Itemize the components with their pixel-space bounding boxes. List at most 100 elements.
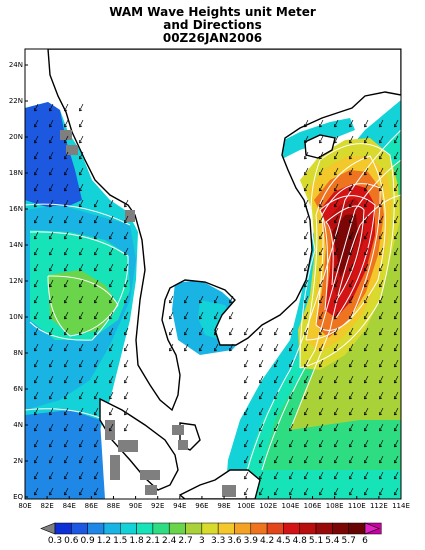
colorbar-label: 6 bbox=[362, 536, 368, 546]
direction-arrow-head bbox=[94, 444, 98, 448]
wave-field-west bbox=[25, 102, 138, 499]
direction-arrow-head bbox=[379, 364, 383, 368]
lon-tick-label: 102E bbox=[259, 502, 277, 510]
direction-arrow-head bbox=[124, 348, 128, 352]
direction-arrow bbox=[34, 103, 39, 112]
direction-arrow-head bbox=[109, 284, 113, 288]
colorbar bbox=[40, 522, 382, 535]
direction-arrow-head bbox=[79, 460, 83, 464]
direction-arrow-head bbox=[379, 348, 383, 352]
title-line-3: 00Z26JAN2006 bbox=[162, 31, 263, 45]
direction-arrow bbox=[304, 455, 309, 464]
lat-tick-label: 20N bbox=[9, 133, 23, 141]
direction-arrow-head bbox=[64, 268, 68, 272]
direction-arrow-head bbox=[274, 380, 278, 384]
direction-arrow bbox=[319, 391, 324, 400]
direction-arrow bbox=[364, 343, 369, 352]
direction-arrow-head bbox=[49, 476, 53, 480]
direction-arrow bbox=[49, 183, 54, 192]
direction-arrow bbox=[199, 327, 204, 336]
direction-arrow-head bbox=[364, 348, 368, 352]
direction-arrow-head bbox=[64, 428, 68, 432]
colorbar-swatch bbox=[152, 522, 170, 535]
direction-arrow bbox=[94, 471, 99, 480]
direction-arrow-head bbox=[319, 444, 323, 448]
direction-arrow-head bbox=[34, 300, 38, 304]
direction-arrow bbox=[304, 487, 309, 496]
direction-arrow bbox=[34, 407, 39, 416]
direction-arrow bbox=[79, 439, 84, 448]
direction-arrow-head bbox=[394, 220, 398, 224]
direction-arrow-head bbox=[214, 316, 218, 320]
direction-arrow bbox=[34, 279, 39, 288]
colorbar-swatch bbox=[283, 522, 300, 535]
direction-arrow bbox=[64, 487, 69, 496]
direction-arrow bbox=[289, 487, 294, 496]
direction-arrow-head bbox=[379, 428, 383, 432]
direction-arrow-head bbox=[394, 284, 398, 288]
direction-arrow bbox=[364, 391, 369, 400]
direction-arrow-head bbox=[124, 300, 128, 304]
direction-arrow bbox=[49, 119, 54, 128]
direction-arrow-head bbox=[289, 380, 293, 384]
direction-arrow bbox=[274, 423, 279, 432]
direction-arrow bbox=[34, 247, 39, 256]
direction-arrow bbox=[334, 295, 339, 304]
direction-arrow bbox=[34, 343, 39, 352]
direction-arrow bbox=[109, 327, 114, 336]
direction-arrow-head bbox=[34, 172, 38, 176]
direction-arrow bbox=[319, 295, 324, 304]
direction-arrow-head bbox=[79, 236, 83, 240]
direction-arrow-head bbox=[304, 204, 308, 208]
direction-arrow bbox=[109, 247, 114, 256]
direction-arrow bbox=[34, 167, 39, 176]
direction-arrow bbox=[349, 199, 354, 208]
direction-arrow bbox=[64, 471, 69, 480]
direction-arrow-head bbox=[94, 300, 98, 304]
direction-arrow-head bbox=[34, 412, 38, 416]
lat-tick-label: 8N bbox=[13, 349, 23, 357]
direction-arrow bbox=[109, 359, 114, 368]
direction-arrow bbox=[199, 311, 204, 320]
direction-arrow-head bbox=[319, 268, 323, 272]
lon-tick-label: 108E bbox=[326, 502, 344, 510]
direction-arrow-head bbox=[304, 284, 308, 288]
direction-arrow bbox=[109, 343, 114, 352]
direction-arrow bbox=[379, 247, 384, 256]
direction-arrow bbox=[244, 487, 249, 496]
direction-arrow bbox=[319, 471, 324, 480]
direction-arrow-head bbox=[379, 252, 383, 256]
colorbar-label: 2.4 bbox=[162, 536, 177, 546]
direction-arrow-head bbox=[349, 300, 353, 304]
direction-arrow bbox=[349, 279, 354, 288]
direction-arrow-head bbox=[304, 380, 308, 384]
direction-arrow-head bbox=[109, 380, 113, 384]
direction-arrow-head bbox=[379, 492, 383, 496]
direction-arrow bbox=[184, 295, 189, 304]
direction-arrow bbox=[349, 391, 354, 400]
direction-arrow bbox=[334, 279, 339, 288]
direction-arrow-head bbox=[64, 140, 68, 144]
direction-arrow bbox=[49, 407, 54, 416]
direction-arrow bbox=[79, 215, 84, 224]
lon-tick-label: 84E bbox=[63, 502, 76, 510]
direction-arrow-head bbox=[34, 492, 38, 496]
direction-arrow bbox=[379, 135, 384, 144]
direction-arrow-head bbox=[394, 300, 398, 304]
direction-arrow-head bbox=[274, 492, 278, 496]
colorbar-swatch bbox=[168, 522, 186, 535]
direction-arrow bbox=[49, 471, 54, 480]
direction-arrow-head bbox=[34, 252, 38, 256]
longitude-tick-labels: 80E 82E 84E 86E 88E 90E 92E 94E 96E 98E 100E 102E 10… bbox=[18, 496, 410, 510]
direction-arrow bbox=[49, 311, 54, 320]
direction-arrow bbox=[64, 423, 69, 432]
direction-arrow bbox=[289, 439, 294, 448]
direction-arrow bbox=[169, 343, 174, 352]
direction-arrow bbox=[334, 327, 339, 336]
direction-arrow-head bbox=[394, 252, 398, 256]
direction-arrow bbox=[274, 439, 279, 448]
direction-arrow-head bbox=[64, 316, 68, 320]
direction-arrow-head bbox=[364, 316, 368, 320]
direction-arrow-head bbox=[394, 188, 398, 192]
